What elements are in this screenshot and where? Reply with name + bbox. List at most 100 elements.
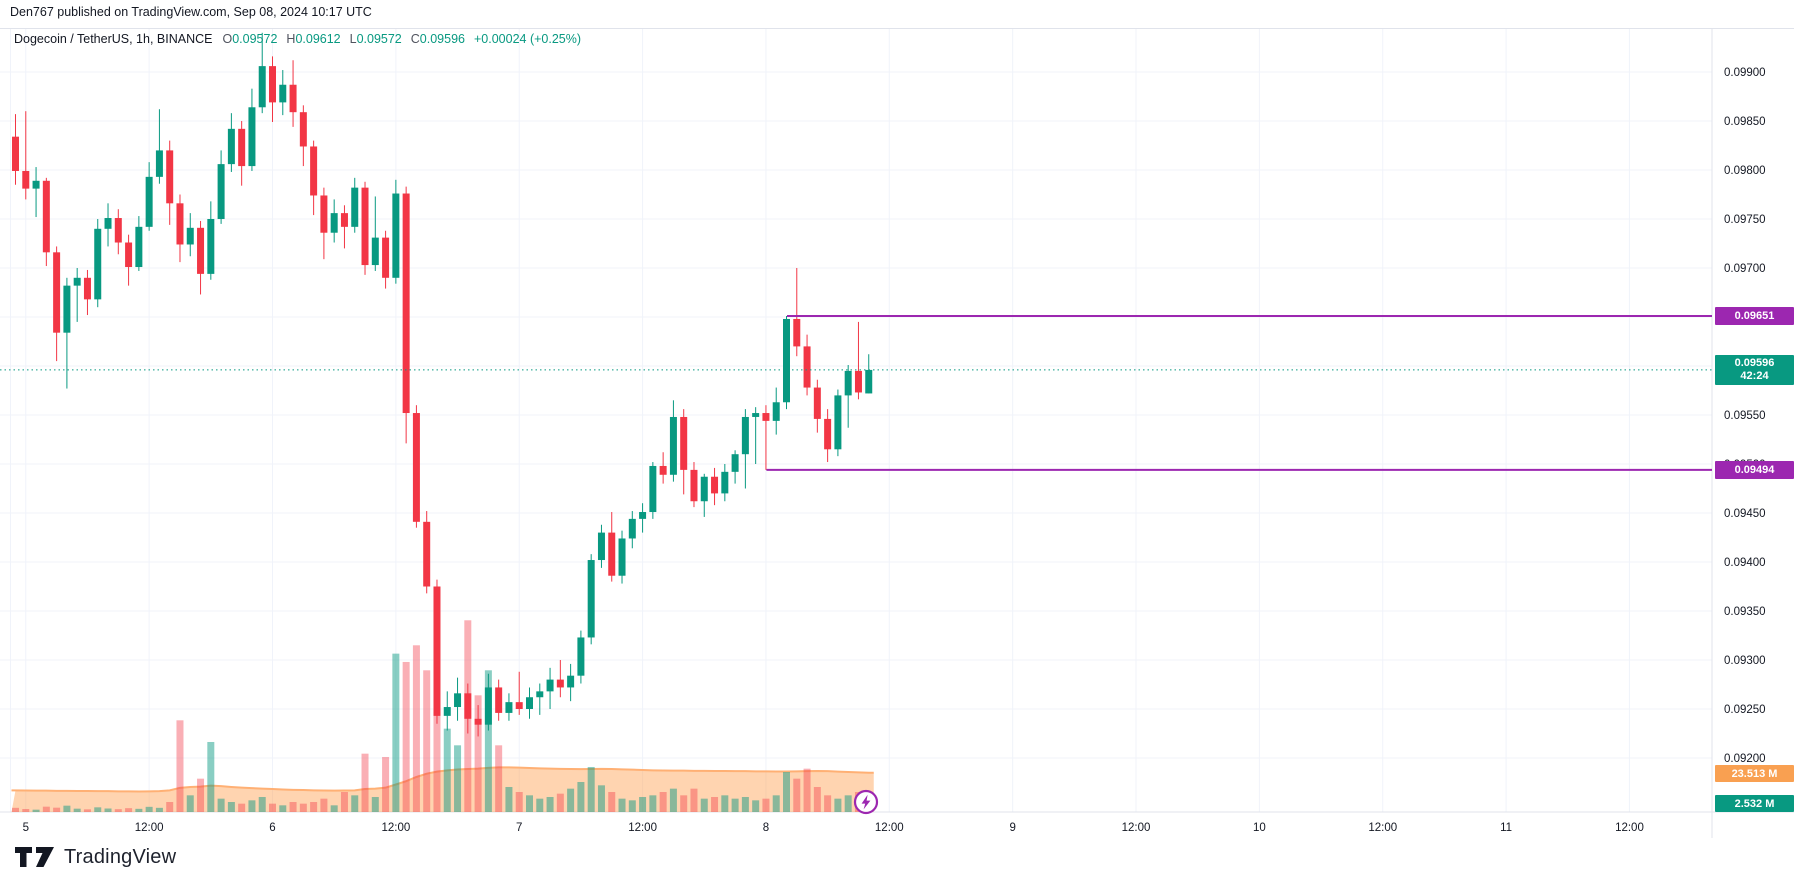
volume-bar bbox=[772, 795, 780, 812]
price-axis-label: 0.09750 bbox=[1724, 214, 1766, 226]
volume-bar bbox=[700, 798, 708, 812]
volume-bar bbox=[320, 798, 328, 812]
volume-bar bbox=[731, 798, 739, 812]
volume-bar bbox=[371, 796, 379, 812]
volume-bar bbox=[238, 803, 246, 812]
candle-up bbox=[669, 416, 677, 475]
volume-bar bbox=[515, 791, 523, 812]
footer: TradingView bbox=[14, 845, 176, 869]
candle-down bbox=[474, 718, 482, 725]
candle-down bbox=[556, 679, 564, 688]
candle-up bbox=[279, 84, 287, 103]
candle-down bbox=[53, 252, 61, 333]
volume-bar bbox=[484, 670, 492, 812]
volume-bar bbox=[217, 798, 225, 812]
candle-up bbox=[330, 213, 338, 233]
level-price-badge-lower[interactable]: 0.09494 bbox=[1715, 460, 1794, 479]
candle-down bbox=[464, 693, 472, 719]
candle-down bbox=[42, 180, 50, 253]
candle-down bbox=[238, 128, 246, 167]
volume-bar bbox=[63, 805, 71, 812]
volume-bar bbox=[227, 801, 235, 812]
candle-up bbox=[731, 454, 739, 472]
last-price-badge[interactable]: 0.09596 42:24 bbox=[1715, 354, 1794, 385]
candle-up bbox=[32, 180, 40, 189]
volume-bar bbox=[824, 795, 832, 812]
volume-bar bbox=[526, 795, 533, 812]
volume-bar bbox=[42, 806, 50, 812]
candle-down bbox=[515, 702, 523, 709]
volume-bar bbox=[310, 801, 318, 812]
candle-up bbox=[505, 702, 513, 713]
volume-ma-badge[interactable]: 23.513 M bbox=[1715, 765, 1794, 782]
candle-down bbox=[361, 187, 369, 266]
tradingview-logo-text[interactable]: TradingView bbox=[64, 845, 177, 868]
candle-up bbox=[248, 107, 256, 167]
candle-down bbox=[680, 416, 688, 470]
ohlc-high-label: H bbox=[286, 32, 296, 46]
price-axis-label: 0.09450 bbox=[1724, 508, 1766, 520]
volume-bar bbox=[392, 653, 400, 812]
volume-bar bbox=[834, 798, 842, 812]
volume-bar bbox=[145, 806, 153, 812]
ohlc-high-value: 0.09612 bbox=[295, 32, 341, 46]
volume-badge[interactable]: 2.532 M bbox=[1715, 795, 1794, 812]
candle-up bbox=[587, 560, 595, 638]
candle-up bbox=[700, 476, 708, 502]
volume-bar bbox=[597, 785, 605, 812]
time-axis-label: 5 bbox=[23, 822, 29, 834]
volume-bar bbox=[783, 771, 790, 812]
header-divider bbox=[0, 28, 1794, 29]
candle-up bbox=[618, 538, 626, 576]
candle-up bbox=[392, 193, 400, 278]
volume-bar bbox=[361, 753, 369, 812]
volume-bar bbox=[289, 801, 297, 812]
time-axis-label: 12:00 bbox=[1122, 822, 1151, 834]
candle-up bbox=[721, 471, 729, 494]
candle-up bbox=[752, 413, 760, 417]
candle-down bbox=[382, 237, 390, 278]
volume-bar bbox=[423, 670, 431, 812]
volume-bar bbox=[207, 741, 215, 812]
time-axis-label: 11 bbox=[1500, 822, 1512, 834]
symbol-title[interactable]: Dogecoin / TetherUS, 1h, BINANCE bbox=[14, 32, 213, 46]
candle-down bbox=[176, 203, 184, 245]
candle-down bbox=[711, 476, 719, 494]
candle-up bbox=[546, 679, 554, 692]
volume-bar bbox=[495, 745, 503, 812]
volume-bar bbox=[628, 800, 636, 812]
candle-down bbox=[659, 465, 667, 475]
candle-down bbox=[269, 66, 276, 103]
time-axis-label: 6 bbox=[269, 822, 275, 834]
candle-down bbox=[433, 586, 441, 716]
candle-up bbox=[155, 150, 163, 177]
tradingview-logo-icon[interactable] bbox=[14, 845, 56, 869]
candle-up bbox=[63, 285, 71, 333]
time-axis-label: 12:00 bbox=[381, 822, 410, 834]
candle-up bbox=[844, 370, 852, 396]
volume-bar bbox=[618, 798, 626, 812]
ohlc-open-label: O bbox=[222, 32, 233, 46]
candle-down bbox=[125, 242, 133, 268]
volume-bar bbox=[258, 796, 266, 812]
candle-up bbox=[135, 226, 143, 268]
volume-bar bbox=[711, 796, 719, 812]
time-axis-label: 12:00 bbox=[1615, 822, 1644, 834]
candle-up bbox=[443, 707, 451, 716]
candle-down bbox=[402, 193, 410, 414]
volume-bar bbox=[125, 808, 133, 812]
level-price-badge-upper[interactable]: 0.09651 bbox=[1715, 307, 1794, 326]
volume-bar bbox=[690, 788, 698, 812]
candle-up bbox=[649, 465, 657, 513]
price-axis-label: 0.09900 bbox=[1724, 67, 1766, 79]
candle-up bbox=[597, 532, 605, 561]
volume-bar bbox=[83, 809, 91, 812]
lightning-icon[interactable] bbox=[853, 789, 879, 815]
publish-info: Den767 published on TradingView.com, Sep… bbox=[10, 5, 372, 19]
time-axis-label: 8 bbox=[763, 822, 769, 834]
volume-bar bbox=[94, 807, 102, 812]
candle-down bbox=[320, 195, 328, 233]
volume-bar bbox=[813, 786, 821, 812]
candle-down bbox=[824, 418, 832, 450]
